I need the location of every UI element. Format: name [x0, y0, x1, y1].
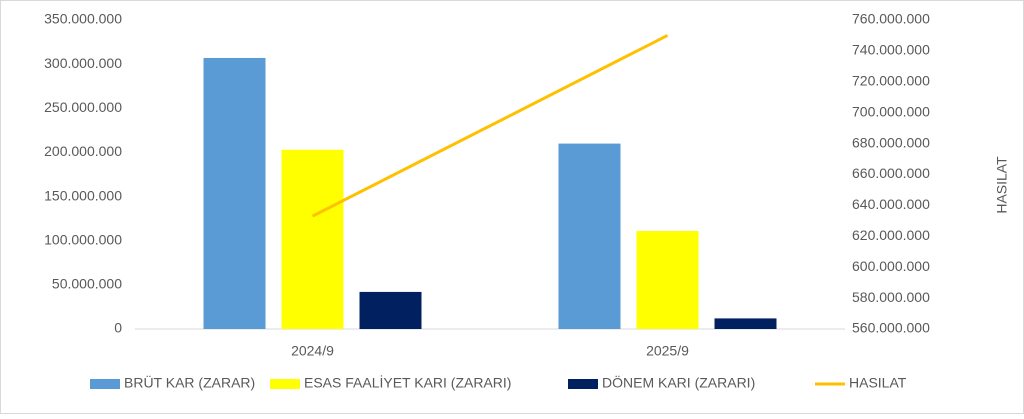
legend-swatch: [90, 379, 120, 389]
y2-tick-label: 620.000.000: [852, 227, 930, 243]
y2-tick-label: 740.000.000: [852, 42, 930, 58]
y2-tick-label: 700.000.000: [852, 103, 930, 119]
legend-label: ESAS FAALİYET KARI (ZARARI): [304, 374, 511, 391]
y-tick-label: 150.000.000: [44, 187, 122, 203]
y2-tick-label: 640.000.000: [852, 196, 930, 212]
y2-tick-label: 560.000.000: [852, 320, 930, 336]
bar: [558, 143, 621, 329]
y2-tick-label: 580.000.000: [852, 289, 930, 305]
bar: [203, 57, 266, 329]
line: [311, 34, 669, 218]
legend-label: HASILAT: [849, 375, 907, 391]
y-tick-label: 50.000.000: [52, 276, 122, 292]
y2-tick-label: 600.000.000: [852, 258, 930, 274]
y-tick-label: 0: [114, 320, 122, 336]
y2-tick-label: 660.000.000: [852, 165, 930, 181]
y-tick-label: 100.000.000: [44, 231, 122, 247]
legend-label: DÖNEM KARI (ZARARI): [602, 374, 755, 391]
legend-swatch: [568, 379, 598, 389]
y2-tick-label: 680.000.000: [852, 134, 930, 150]
bar: [281, 149, 344, 329]
legend-label: BRÜT KAR (ZARAR): [124, 374, 255, 391]
bar: [359, 291, 422, 329]
legend-swatch: [270, 379, 300, 389]
y2-tick-label: 720.000.000: [852, 73, 930, 89]
y2-axis-label: HASILAT: [994, 156, 1010, 214]
y2-tick-label: 760.000.000: [852, 11, 930, 27]
x-tick-label: 2024/9: [291, 343, 334, 359]
y-tick-label: 200.000.000: [44, 143, 122, 159]
x-tick-label: 2025/9: [646, 343, 689, 359]
bar: [714, 318, 777, 329]
y-tick-label: 300.000.000: [44, 55, 122, 71]
y-tick-label: 250.000.000: [44, 99, 122, 115]
y-tick-label: 350.000.000: [44, 11, 122, 27]
bar: [636, 231, 699, 329]
